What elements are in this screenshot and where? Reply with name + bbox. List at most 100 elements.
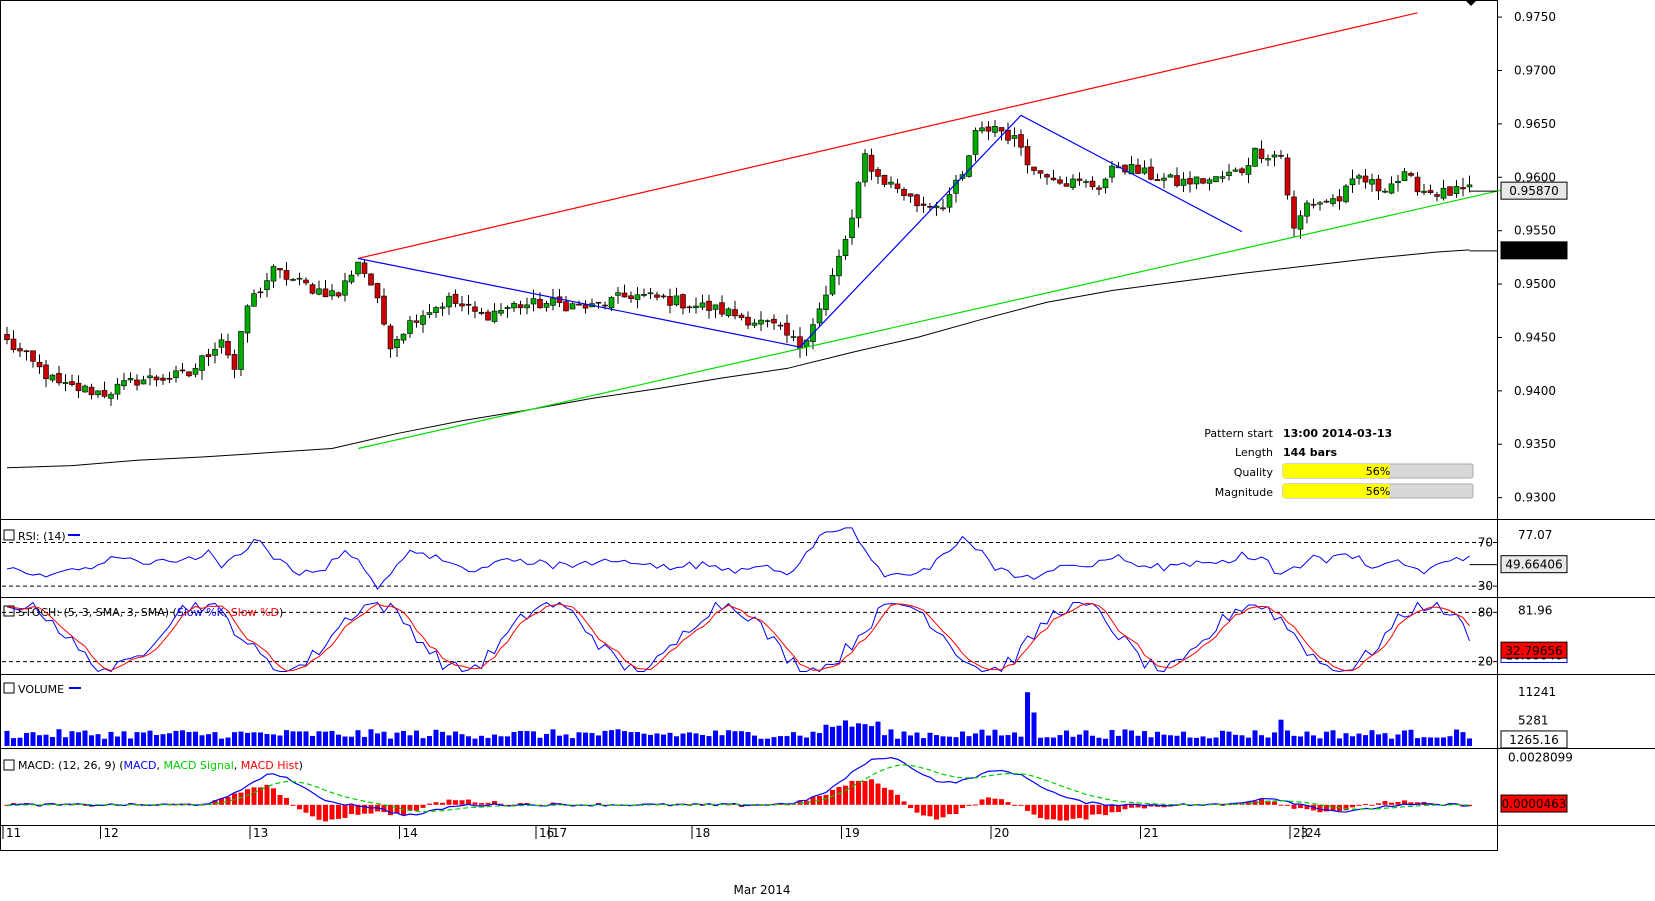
volume-bar bbox=[180, 730, 185, 746]
candle-body bbox=[1180, 178, 1187, 186]
volume-bar bbox=[648, 734, 653, 746]
candle-body bbox=[4, 334, 10, 341]
candle-body bbox=[881, 175, 888, 185]
macd-hist-bar bbox=[394, 804, 400, 814]
volume-bar bbox=[1044, 737, 1050, 746]
candle-body bbox=[764, 320, 771, 322]
volume-bar bbox=[479, 735, 484, 746]
macd-hist-bar bbox=[303, 804, 309, 813]
volume-bar bbox=[895, 738, 900, 746]
volume-bar bbox=[375, 733, 380, 746]
candle-body bbox=[686, 306, 693, 309]
volume-bar bbox=[557, 735, 562, 746]
macd-hist-bar bbox=[804, 800, 809, 805]
volume-bar bbox=[1369, 730, 1375, 746]
volume-bar bbox=[914, 732, 920, 746]
stoch-close-icon[interactable] bbox=[3, 605, 15, 617]
pattern-channel bbox=[357, 12, 1503, 450]
macd-hist-bar bbox=[1272, 801, 1277, 805]
candle-body bbox=[849, 217, 855, 238]
macd-hist-bar bbox=[1005, 802, 1011, 805]
panel-frames bbox=[0, 0, 1655, 851]
candle-body bbox=[322, 288, 329, 298]
volume-bar bbox=[355, 730, 361, 746]
volume-bar bbox=[89, 735, 94, 746]
volume-bar bbox=[1051, 737, 1056, 746]
volume-bar bbox=[732, 731, 738, 746]
candle-body bbox=[972, 130, 979, 155]
volume-bar bbox=[277, 735, 283, 746]
macd-hist-bar bbox=[238, 792, 244, 805]
volume-bar bbox=[394, 732, 400, 746]
candle-body bbox=[1252, 147, 1258, 167]
volume-bar bbox=[1467, 738, 1472, 746]
macd-hist-bar bbox=[1363, 803, 1368, 805]
macd-hist-bar bbox=[1070, 804, 1076, 819]
volume-bar bbox=[1376, 734, 1381, 746]
volume-bar bbox=[739, 731, 744, 746]
volume-bar bbox=[186, 732, 192, 746]
candle-body bbox=[251, 293, 257, 307]
candle-body bbox=[1291, 196, 1297, 229]
volume-bar bbox=[505, 736, 510, 746]
macd-hist-bar bbox=[440, 802, 445, 805]
rsi-level-label: 70 bbox=[1478, 536, 1493, 550]
volume-bar bbox=[466, 736, 471, 746]
macd-hist-bar bbox=[76, 803, 81, 805]
volume-bar bbox=[1116, 735, 1121, 746]
macd-hist-bar bbox=[1402, 800, 1407, 805]
volume-bar bbox=[193, 731, 198, 746]
candle-body bbox=[231, 354, 238, 370]
volume-bar bbox=[1402, 730, 1407, 746]
candle-body bbox=[134, 379, 140, 386]
candle-body bbox=[628, 295, 634, 300]
rsi-close-icon[interactable] bbox=[3, 529, 15, 541]
volume-bar bbox=[654, 733, 660, 746]
macd-signal-line bbox=[6, 764, 1470, 813]
volume-bar bbox=[576, 732, 582, 746]
volume-bar bbox=[596, 735, 601, 746]
volume-bar bbox=[583, 732, 588, 746]
volume-bar bbox=[1246, 737, 1251, 746]
macd-hist-bar bbox=[1083, 804, 1089, 820]
ma-value-label: 0.95311 bbox=[1509, 244, 1559, 258]
volume-bar bbox=[154, 735, 159, 746]
volume-bar bbox=[329, 730, 335, 746]
candle-body bbox=[88, 386, 95, 396]
last-price-box bbox=[1500, 181, 1568, 200]
volume-close-icon[interactable] bbox=[3, 682, 15, 694]
candle-body bbox=[1232, 169, 1239, 172]
candle-body bbox=[212, 349, 218, 356]
volume-bar bbox=[1064, 730, 1069, 746]
candle-body bbox=[303, 279, 309, 284]
macd-hist-bar bbox=[1220, 804, 1225, 806]
volume-bar bbox=[453, 731, 458, 746]
pattern-info-box: Pattern start 13:00 2014-03-13 Length 14… bbox=[1204, 427, 1474, 499]
volume-bar bbox=[784, 736, 790, 746]
volume-bar bbox=[1382, 733, 1388, 746]
candle-body bbox=[823, 294, 829, 310]
candle-body bbox=[147, 375, 153, 379]
candle-body bbox=[1076, 178, 1083, 181]
volume-bar bbox=[134, 732, 140, 746]
candle-body bbox=[946, 194, 953, 208]
macd-close-icon[interactable] bbox=[3, 759, 15, 771]
candle-body bbox=[140, 379, 147, 385]
volume-bar bbox=[440, 731, 445, 746]
candle-body bbox=[446, 295, 452, 308]
candle-body bbox=[95, 390, 101, 396]
macd-hist-bar bbox=[1057, 804, 1063, 821]
volume-bar bbox=[817, 733, 822, 746]
candle-body bbox=[829, 274, 836, 295]
length-value: 144 bars bbox=[1283, 446, 1338, 459]
candle-body bbox=[1102, 178, 1109, 189]
macd-hist-bar bbox=[888, 789, 894, 805]
volume-bar bbox=[1434, 737, 1440, 746]
candle-body bbox=[732, 309, 738, 317]
macd-hist-bar bbox=[433, 802, 439, 805]
x-axis-day-label: 24 bbox=[1306, 826, 1321, 840]
candle-body bbox=[1200, 178, 1206, 184]
scroll-marker-icon[interactable] bbox=[1465, 0, 1477, 6]
volume-bar bbox=[622, 731, 627, 746]
volume-bar bbox=[1395, 734, 1401, 746]
